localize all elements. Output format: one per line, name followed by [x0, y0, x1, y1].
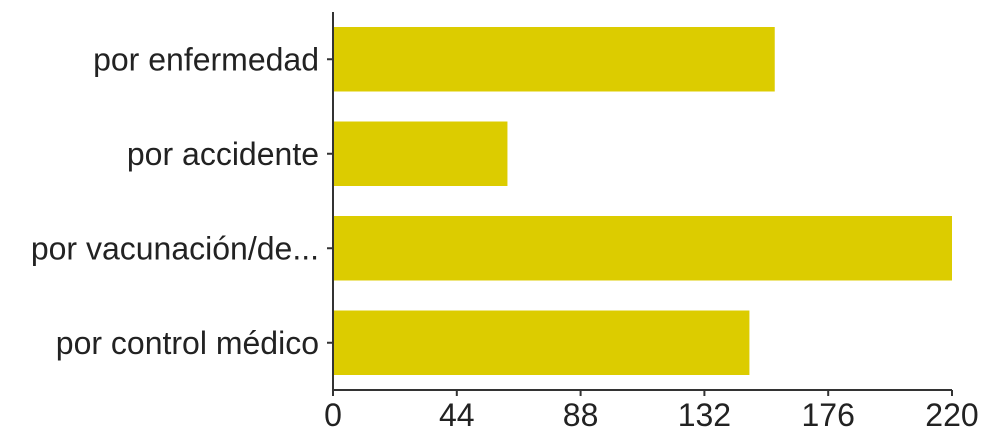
- category-labels: por enfermedad por accidente por vacunació…: [31, 41, 319, 361]
- bars-group: [333, 27, 952, 375]
- x-tick-label: 220: [925, 397, 978, 432]
- category-label: por enfermedad: [93, 41, 319, 77]
- x-tick-label: 176: [802, 397, 855, 432]
- category-label: por control médico: [56, 325, 319, 361]
- x-tick-label: 88: [563, 397, 599, 432]
- x-tick-label: 132: [678, 397, 731, 432]
- bar-2: [333, 216, 952, 281]
- axes-group: [327, 12, 953, 396]
- bar-1: [333, 121, 508, 186]
- x-tick-label: 0: [324, 397, 342, 432]
- x-tick-label: 44: [439, 397, 475, 432]
- category-label: por vacunación/de...: [31, 230, 319, 266]
- x-tick-labels: 0 44 88 132 176 220: [324, 397, 979, 432]
- category-label: por accidente: [127, 136, 319, 172]
- bar-0: [333, 27, 775, 92]
- bar-3: [333, 310, 750, 375]
